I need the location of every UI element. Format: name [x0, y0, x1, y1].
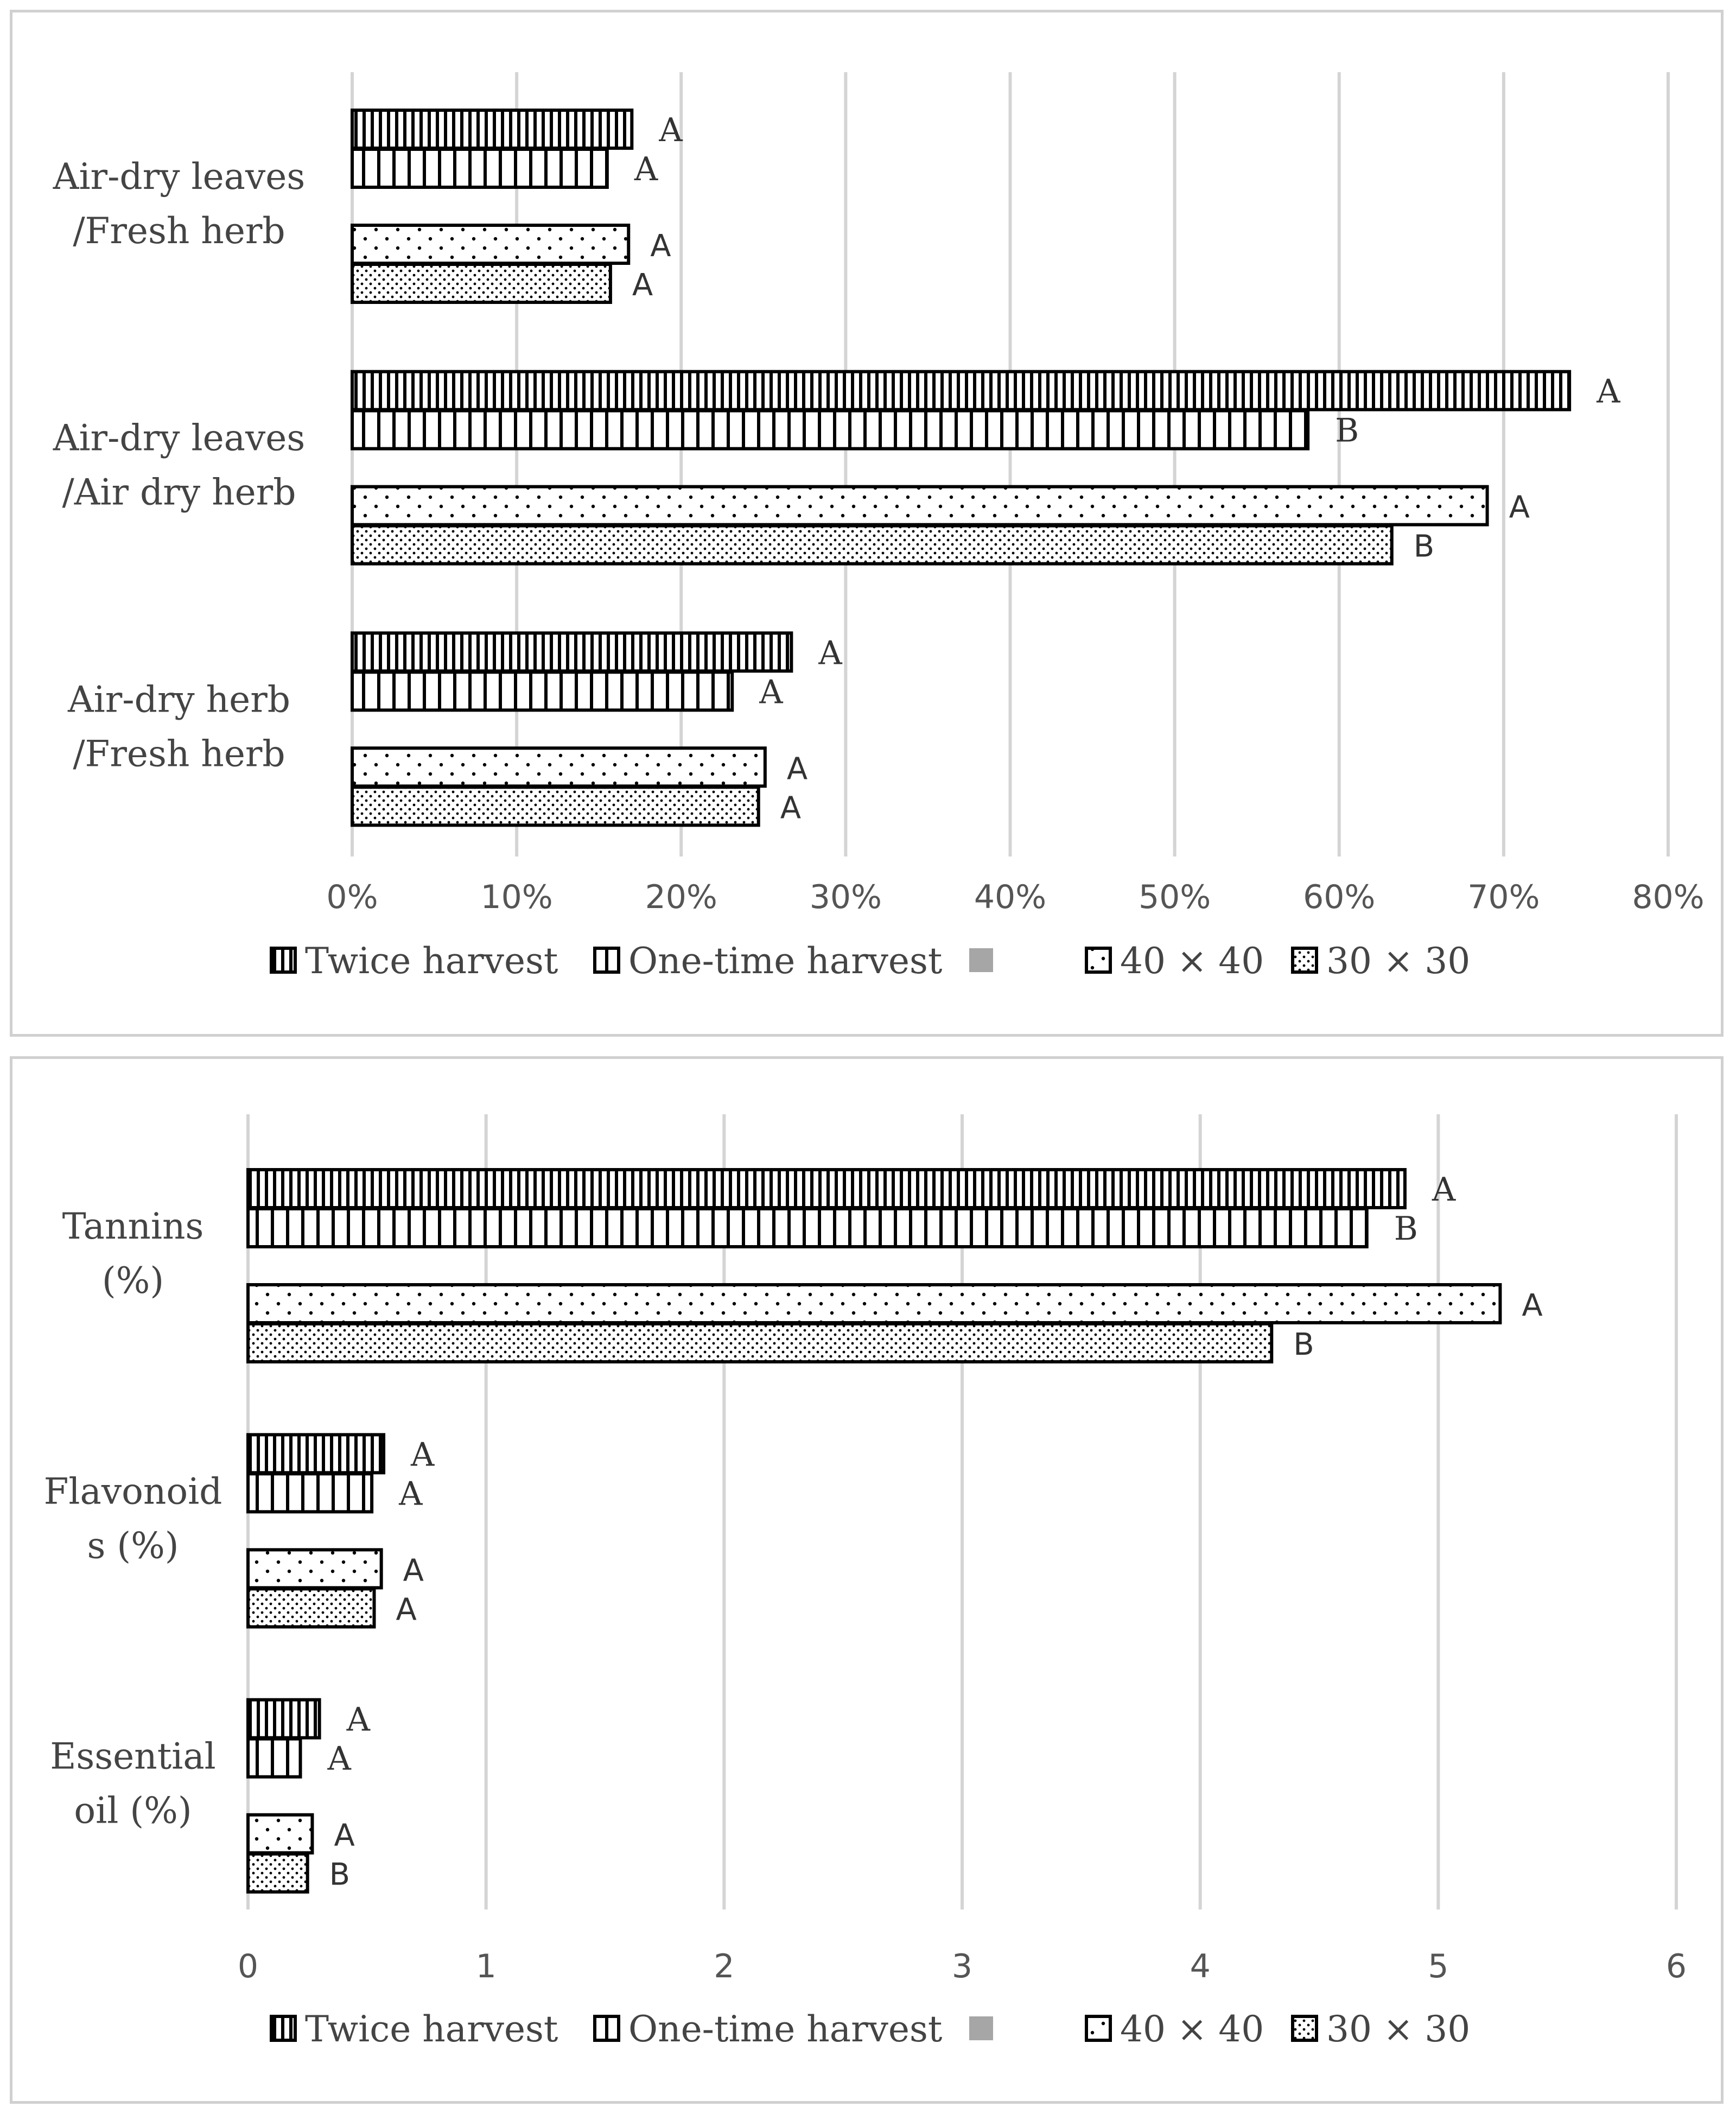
- bar-significance-label: A: [398, 1475, 423, 1513]
- bar: [246, 1698, 321, 1740]
- bar-significance-label: B: [1414, 529, 1434, 564]
- legend-swatch: [270, 2015, 297, 2042]
- bar-significance-label: A: [658, 111, 683, 149]
- legend-label: 40 × 40: [1120, 2008, 1264, 2050]
- bar-significance-label: A: [632, 268, 653, 303]
- legend-label: 30 × 30: [1326, 940, 1470, 982]
- category-label: /Air dry herb: [62, 472, 296, 513]
- bar: [246, 1168, 1407, 1209]
- bar: [351, 785, 760, 827]
- legend-swatch: [1291, 947, 1318, 974]
- legend-swatch: [969, 2016, 993, 2040]
- bar-significance-label: A: [327, 1740, 352, 1778]
- bar: [246, 1207, 1369, 1248]
- bar-significance-label: B: [329, 1857, 350, 1893]
- bar-significance-label: A: [787, 751, 807, 786]
- x-tick-label: 10%: [480, 878, 552, 916]
- bar: [246, 1433, 386, 1475]
- legend-label: One-time harvest: [628, 940, 942, 982]
- category-label: Air-dry herb: [67, 678, 290, 720]
- category-label: Essential: [50, 1736, 216, 1778]
- bar: [351, 224, 631, 265]
- category-label: /Fresh herb: [73, 733, 285, 775]
- legend-swatch: [593, 2015, 620, 2042]
- bar-significance-label: A: [1596, 373, 1620, 411]
- x-tick-label: 20%: [645, 878, 717, 916]
- bar: [246, 1472, 374, 1514]
- bar-significance-label: B: [1293, 1327, 1314, 1362]
- bar: [351, 631, 793, 673]
- bar-significance-label: A: [634, 150, 658, 188]
- legend-label: One-time harvest: [628, 2008, 942, 2050]
- x-tick-label: 1: [476, 1947, 497, 1985]
- bar: [246, 1587, 376, 1629]
- x-tick-label: 0: [238, 1947, 258, 1985]
- bar-significance-label: A: [334, 1818, 354, 1854]
- x-tick-label: 0%: [326, 878, 378, 916]
- bar-significance-label: A: [403, 1553, 424, 1588]
- x-tick-label: 3: [952, 1947, 972, 1985]
- x-tick-label: 4: [1190, 1947, 1211, 1985]
- x-tick-label: 40%: [974, 878, 1046, 916]
- bar-significance-label: A: [1509, 490, 1530, 525]
- legend-label: 30 × 30: [1326, 2008, 1470, 2050]
- category-label: oil (%): [74, 1790, 192, 1832]
- category-label: Flavonoid: [44, 1470, 222, 1512]
- category-label: (%): [102, 1260, 164, 1302]
- bar: [351, 263, 612, 304]
- bar: [351, 670, 734, 712]
- bar: [351, 148, 609, 189]
- bar: [246, 1813, 314, 1855]
- legend-label: Twice harvest: [305, 940, 558, 982]
- x-tick-label: 50%: [1139, 878, 1211, 916]
- x-tick-label: 2: [714, 1947, 734, 1985]
- bar: [246, 1283, 1502, 1324]
- category-label: s (%): [87, 1525, 179, 1566]
- legend-swatch: [1085, 947, 1112, 974]
- category-label: /Fresh herb: [73, 210, 285, 252]
- bar-significance-label: A: [1432, 1171, 1456, 1209]
- bar: [351, 524, 1394, 566]
- legend-swatch: [969, 948, 993, 972]
- bar: [246, 1737, 302, 1779]
- bar: [351, 109, 634, 150]
- bar-significance-label: A: [818, 634, 842, 672]
- bar-significance-label: A: [396, 1592, 416, 1627]
- x-tick-label: 6: [1666, 1947, 1687, 1985]
- category-label: Air-dry leaves: [53, 156, 305, 198]
- x-tick-label: 5: [1428, 1947, 1448, 1985]
- legend-swatch: [1085, 2015, 1112, 2042]
- bar-significance-label: A: [410, 1436, 435, 1474]
- bar-significance-label: B: [1335, 412, 1359, 450]
- bar: [351, 409, 1310, 450]
- bar-significance-label: A: [650, 229, 671, 264]
- bar: [246, 1548, 383, 1590]
- bar: [246, 1322, 1274, 1363]
- bar-significance-label: B: [1394, 1210, 1418, 1248]
- legend-swatch: [593, 947, 620, 974]
- chart-panel-contents: 0 1 2 3 4 5 6 A B A B Tannins (%) A A A A Flavonoid s (%) A…: [10, 1056, 1724, 2104]
- bar-significance-label: A: [346, 1701, 371, 1739]
- bar: [351, 746, 767, 788]
- x-tick-label: 80%: [1632, 878, 1704, 916]
- bar-significance-label: A: [1522, 1288, 1542, 1323]
- bar: [351, 370, 1572, 411]
- bar-significance-label: A: [759, 673, 783, 711]
- legend-label: 40 × 40: [1120, 940, 1264, 982]
- x-tick-label: 60%: [1303, 878, 1375, 916]
- x-tick-label: 70%: [1467, 878, 1540, 916]
- category-label: Tannins: [62, 1205, 204, 1247]
- chart-panel-ratios: 0% 10% 20% 30% 40% 50% 60% 70% 80% A A A A Air-dry le…: [10, 10, 1724, 1037]
- legend-label: Twice harvest: [305, 2008, 558, 2050]
- legend-swatch: [270, 947, 297, 974]
- bar: [351, 485, 1489, 526]
- bar: [246, 1852, 309, 1894]
- x-tick-label: 30%: [810, 878, 882, 916]
- legend-swatch: [1291, 2015, 1318, 2042]
- bar-significance-label: A: [780, 790, 801, 826]
- category-label: Air-dry leaves: [53, 417, 305, 459]
